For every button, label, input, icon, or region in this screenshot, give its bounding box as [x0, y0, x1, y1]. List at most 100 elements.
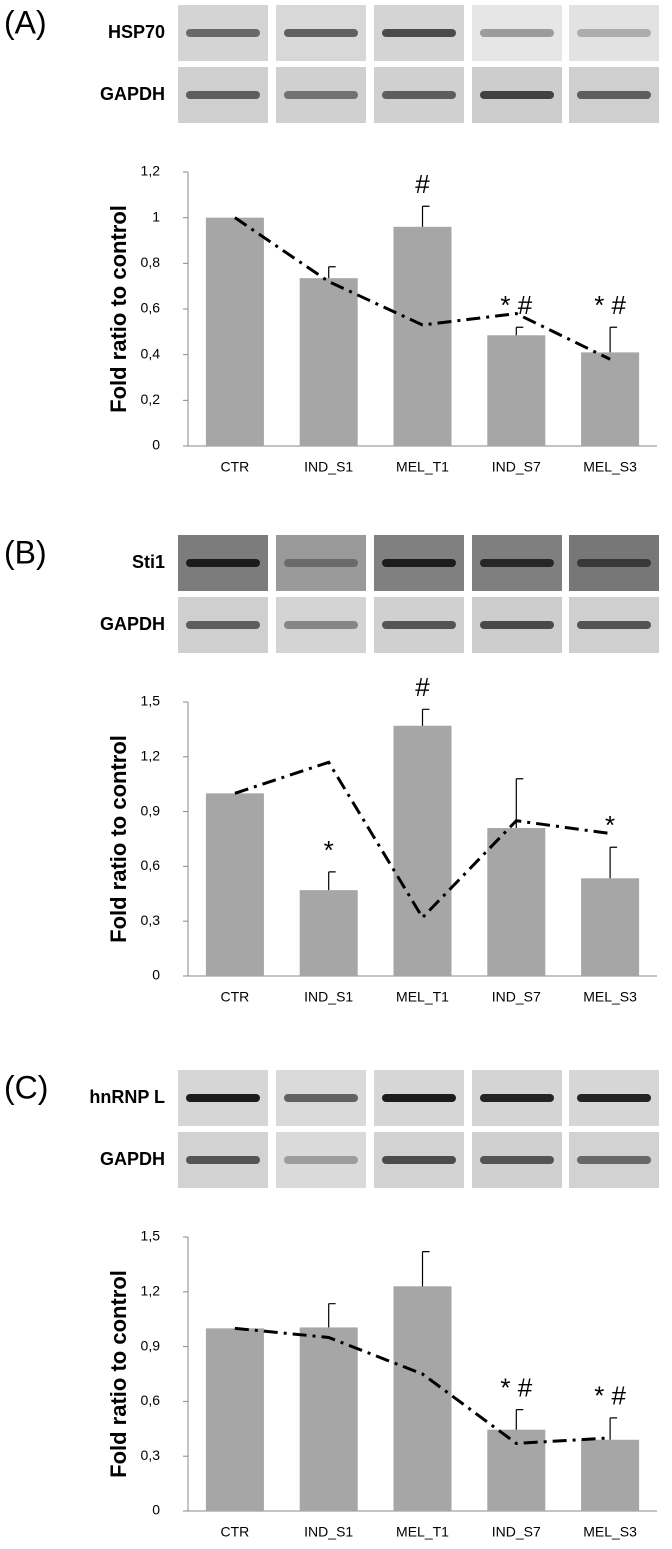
blot-band: [480, 29, 554, 37]
blot-band: [577, 559, 651, 567]
x-tick-label: CTR: [221, 459, 250, 475]
error-bar: [328, 871, 336, 891]
bar: [205, 1328, 264, 1511]
bar: [299, 1327, 358, 1511]
annotation: #: [415, 672, 430, 702]
x-tick-label: CTR: [221, 989, 250, 1005]
y-tick-label: 1,2: [141, 1283, 161, 1299]
y-tick-label: 1,5: [141, 693, 161, 709]
bar: [205, 793, 264, 976]
blot-band: [284, 1156, 358, 1164]
annotation: *: [324, 835, 334, 865]
annotation: * #: [594, 1381, 626, 1411]
error-bar: [609, 846, 618, 879]
x-tick-label: IND_S7: [492, 989, 541, 1005]
x-tick-label: CTR: [221, 1524, 250, 1540]
blot-label: GAPDH: [100, 84, 165, 104]
error-bar: [515, 326, 524, 336]
annotation: *: [605, 810, 615, 840]
blot-band: [186, 91, 260, 99]
y-tick-label: 0: [152, 1502, 160, 1518]
annotation: * #: [594, 290, 626, 320]
blot-band: [480, 91, 554, 99]
dash-dot-line: [234, 760, 611, 920]
y-tick-label: 1,2: [141, 748, 161, 764]
x-tick-label: MEL_T1: [396, 459, 449, 475]
blot-band: [186, 1156, 260, 1164]
blot-band: [480, 1156, 554, 1164]
y-tick-label: 0,8: [141, 254, 161, 270]
blot-band: [284, 91, 358, 99]
bar: [393, 1286, 452, 1511]
blot-label: GAPDH: [100, 614, 165, 634]
x-tick-label: MEL_S3: [583, 989, 637, 1005]
y-tick-label: 0,2: [141, 391, 161, 407]
x-tick-label: IND_S7: [492, 1524, 541, 1540]
blot-lane: [276, 597, 366, 653]
blot-band: [480, 621, 554, 629]
blot-label: Sti1: [132, 552, 165, 572]
y-tick-label: 0,6: [141, 857, 161, 873]
y-axis-label: Fold ratio to control: [106, 205, 131, 413]
panel-label: (A): [4, 4, 47, 40]
blot-band: [382, 559, 456, 567]
x-tick-label: MEL_S3: [583, 1524, 637, 1540]
bar: [581, 1439, 640, 1511]
error-bar: [609, 1417, 618, 1440]
x-tick-label: MEL_T1: [396, 1524, 449, 1540]
bar: [581, 352, 640, 446]
panel: (A) HSP70 GAPDH 0 0,2 0,4 0,6 0,8 1 1,2 Fold ratio…: [4, 4, 659, 475]
blot-lane: [472, 5, 562, 61]
bar: [393, 725, 452, 976]
dash-dot-line: [234, 216, 611, 361]
blot-lane: [569, 5, 659, 61]
annotation: #: [415, 169, 430, 199]
panel: (C) hnRNP L GAPDH 0 0,3 0,6 0,9 1,2 1,5 Fold rati…: [4, 1069, 659, 1540]
y-tick-label: 0: [152, 967, 160, 983]
blot-band: [480, 1094, 554, 1102]
y-tick-label: 0,9: [141, 802, 161, 818]
blot-band: [186, 29, 260, 37]
y-axis-label: Fold ratio to control: [106, 1270, 131, 1478]
bar: [393, 226, 452, 446]
x-tick-label: IND_S7: [492, 459, 541, 475]
bar: [205, 217, 264, 446]
panel-label: (B): [4, 534, 47, 570]
panel: (B) Sti1 GAPDH 0 0,3 0,6 0,9 1,2 1,5 Fold ratio t…: [4, 534, 659, 1005]
y-tick-label: 0,9: [141, 1337, 161, 1353]
blot-label: hnRNP L: [89, 1087, 165, 1107]
y-axis-label: Fold ratio to control: [106, 735, 131, 943]
blot-band: [382, 29, 456, 37]
bar: [299, 890, 358, 976]
blot-label: HSP70: [108, 22, 165, 42]
blot-band: [382, 621, 456, 629]
blot-band: [284, 1094, 358, 1102]
error-bar: [421, 708, 430, 726]
blot-lane: [276, 535, 366, 591]
annotation: * #: [500, 1372, 532, 1402]
y-tick-label: 0,3: [141, 912, 161, 928]
blot-band: [577, 621, 651, 629]
blot-band: [284, 29, 358, 37]
blot-band: [284, 621, 358, 629]
y-tick-label: 0,4: [141, 345, 161, 361]
blot-band: [382, 1094, 456, 1102]
bar: [487, 335, 546, 446]
blot-band: [186, 621, 260, 629]
y-tick-label: 1: [152, 208, 160, 224]
bar: [299, 278, 358, 446]
panel-label: (C): [4, 1069, 48, 1105]
error-bar: [515, 1409, 524, 1430]
blot-label: GAPDH: [100, 1149, 165, 1169]
y-tick-label: 1,5: [141, 1228, 161, 1244]
blot-band: [577, 29, 651, 37]
error-bar: [609, 326, 618, 353]
x-tick-label: MEL_S3: [583, 459, 637, 475]
blot-band: [480, 559, 554, 567]
blot-band: [382, 1156, 456, 1164]
y-tick-label: 0: [152, 437, 160, 453]
blot-band: [186, 559, 260, 567]
y-tick-label: 0,3: [141, 1447, 161, 1463]
error-bar: [328, 1303, 336, 1328]
y-tick-label: 0,6: [141, 300, 161, 316]
